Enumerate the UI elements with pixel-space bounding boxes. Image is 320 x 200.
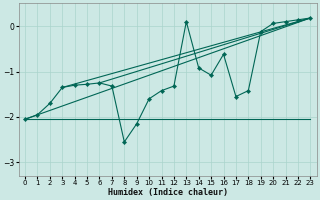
X-axis label: Humidex (Indice chaleur): Humidex (Indice chaleur)	[108, 188, 228, 197]
